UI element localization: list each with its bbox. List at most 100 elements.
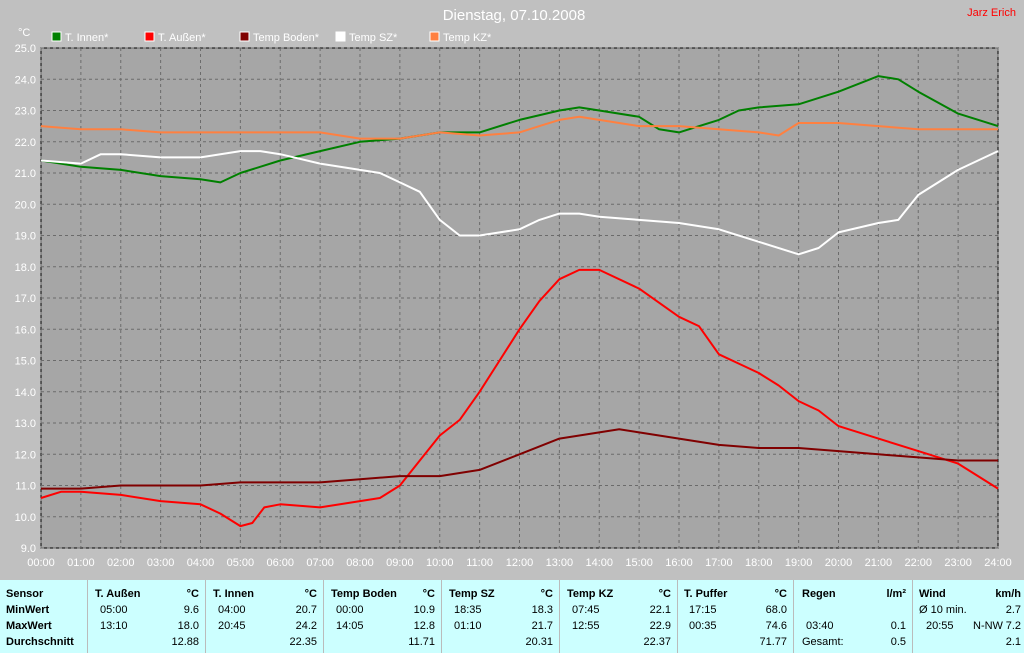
stats-min-time: 05:00 — [100, 604, 128, 616]
x-tick-label: 08:00 — [346, 557, 374, 569]
stats-unit: °C — [304, 588, 317, 600]
x-tick-label: 10:00 — [426, 557, 454, 569]
x-tick-label: 03:00 — [147, 557, 175, 569]
stats-unit: °C — [540, 588, 553, 600]
x-tick-label: 01:00 — [67, 557, 95, 569]
x-tick-label: 16:00 — [665, 557, 693, 569]
stats-sensor-name: Temp SZ — [449, 588, 495, 600]
x-tick-label: 17:00 — [705, 557, 733, 569]
legend-swatch — [144, 31, 155, 42]
stats-unit: °C — [186, 588, 199, 600]
x-tick-label: 14:00 — [585, 557, 613, 569]
x-tick-label: 15:00 — [625, 557, 653, 569]
stats-total-value: 0.5 — [890, 636, 906, 648]
stats-sensor-name: T. Innen — [213, 588, 254, 600]
stats-sensor-name: Temp KZ — [567, 588, 614, 600]
y-tick-label: 24.0 — [15, 74, 36, 86]
y-tick-label: 21.0 — [15, 168, 36, 180]
stats-min-value: 22.1 — [649, 604, 671, 616]
stats-max-time: 14:05 — [336, 620, 364, 632]
statistics-table: Sensor MinWert MaxWert Durchschnitt T. A… — [0, 580, 1024, 653]
y-tick-label: 10.0 — [15, 512, 36, 524]
y-tick-label: 9.0 — [21, 543, 36, 555]
stats-min-time: 07:45 — [572, 604, 600, 616]
x-tick-label: 00:00 — [27, 557, 55, 569]
stats-unit: °C — [774, 588, 787, 600]
stats-min-time: 17:15 — [689, 604, 717, 616]
stats-row-label: MinWert — [6, 604, 50, 616]
stats-average: 2.1 — [1005, 636, 1021, 648]
y-tick-label: 16.0 — [15, 324, 36, 336]
stats-column-wind: Wind km/h Ø 10 min. 2.7 20:55 N-NW 7.2 2… — [913, 580, 1024, 653]
author-label: Jarz Erich — [967, 7, 1016, 19]
stats-average: 22.35 — [289, 636, 317, 648]
x-tick-label: 11:00 — [466, 557, 493, 569]
stats-min-value: 9.6 — [183, 604, 199, 616]
stats-min-time: 04:00 — [218, 604, 246, 616]
legend-swatch — [335, 31, 346, 42]
stats-column: T. Puffer °C 17:15 68.0 00:35 74.6 71.77 — [677, 580, 794, 653]
y-tick-label: 22.0 — [15, 137, 36, 149]
stats-row-label: Durchschnitt — [6, 636, 74, 648]
legend-swatch — [51, 31, 62, 42]
stats-max-value: 22.9 — [649, 620, 671, 632]
x-tick-label: 13:00 — [546, 557, 574, 569]
temperature-chart: Dienstag, 07.10.2008 Jarz Erich °C T. In… — [15, 7, 1016, 569]
y-tick-label: 19.0 — [15, 231, 36, 243]
stats-row-label: Sensor — [6, 588, 44, 600]
x-tick-label: 24:00 — [984, 557, 1012, 569]
legend-swatch — [429, 31, 440, 42]
stats-min-time: 18:35 — [454, 604, 482, 616]
stats-max-direction: N-NW — [973, 620, 1003, 632]
stats-max-time: 00:35 — [689, 620, 717, 632]
stats-max-time: 01:10 — [454, 620, 482, 632]
legend: T. Innen* T. Außen* Temp Boden* Temp SZ* Tem… — [51, 31, 492, 44]
series-lines — [40, 75, 999, 528]
stats-sensor-name: Wind — [919, 588, 946, 600]
stats-min-value: 10.9 — [413, 604, 435, 616]
chart-title: Dienstag, 07.10.2008 — [443, 7, 586, 24]
series-line-1 — [40, 268, 999, 528]
legend-label: T. Außen* — [158, 32, 206, 44]
stats-average: 20.31 — [525, 636, 553, 648]
y-tick-label: 11.0 — [15, 481, 36, 493]
stats-unit: °C — [658, 588, 671, 600]
stats-row-label: MaxWert — [6, 620, 52, 632]
x-tick-label: 12:00 — [506, 557, 534, 569]
stats-max-value: 21.7 — [531, 620, 553, 632]
stats-max-value: 7.2 — [1005, 620, 1021, 632]
stats-unit: l/m² — [886, 588, 906, 600]
stats-max-value: 12.8 — [413, 620, 435, 632]
legend-label: Temp SZ* — [349, 32, 398, 44]
y-axis-ticks: 25.0 24.0 23.0 22.0 21.0 20.0 19.0 18.0 17.0 16.0… — [15, 43, 36, 555]
stats-unit: °C — [422, 588, 435, 600]
stats-unit: km/h — [995, 588, 1021, 600]
y-tick-label: 25.0 — [15, 43, 36, 55]
x-tick-label: 06:00 — [266, 557, 294, 569]
series-line-0 — [40, 75, 999, 184]
y-tick-label: 23.0 — [15, 106, 36, 118]
stats-min-value: 18.3 — [531, 604, 553, 616]
stats-column: T. Außen °C 05:00 9.6 13:10 18.0 12.88 — [88, 580, 206, 653]
stats-average: 71.77 — [759, 636, 787, 648]
stats-sensor-name: Regen — [802, 588, 836, 600]
stats-sensor-name: T. Puffer — [684, 588, 728, 600]
y-axis-unit: °C — [18, 27, 30, 39]
stats-sensor-name: Temp Boden — [331, 588, 397, 600]
y-tick-label: 20.0 — [15, 199, 36, 211]
stats-average: 22.37 — [643, 636, 671, 648]
stats-column: T. Innen °C 04:00 20.7 20:45 24.2 22.35 — [206, 580, 324, 653]
x-tick-label: 19:00 — [785, 557, 813, 569]
stats-labels-column: Sensor MinWert MaxWert Durchschnitt — [0, 580, 88, 653]
x-tick-label: 02:00 — [107, 557, 135, 569]
y-tick-label: 14.0 — [15, 387, 36, 399]
grid — [40, 47, 999, 549]
stats-max-value: 74.6 — [765, 620, 787, 632]
stats-average: 12.88 — [171, 636, 199, 648]
stats-avg-label: Ø 10 min. — [919, 604, 967, 616]
series-line-4 — [40, 115, 998, 140]
stats-column: Temp KZ °C 07:45 22.1 12:55 22.9 22.37 — [560, 580, 678, 653]
y-tick-label: 17.0 — [15, 293, 36, 305]
x-tick-label: 21:00 — [865, 557, 893, 569]
y-tick-label: 12.0 — [15, 449, 36, 461]
